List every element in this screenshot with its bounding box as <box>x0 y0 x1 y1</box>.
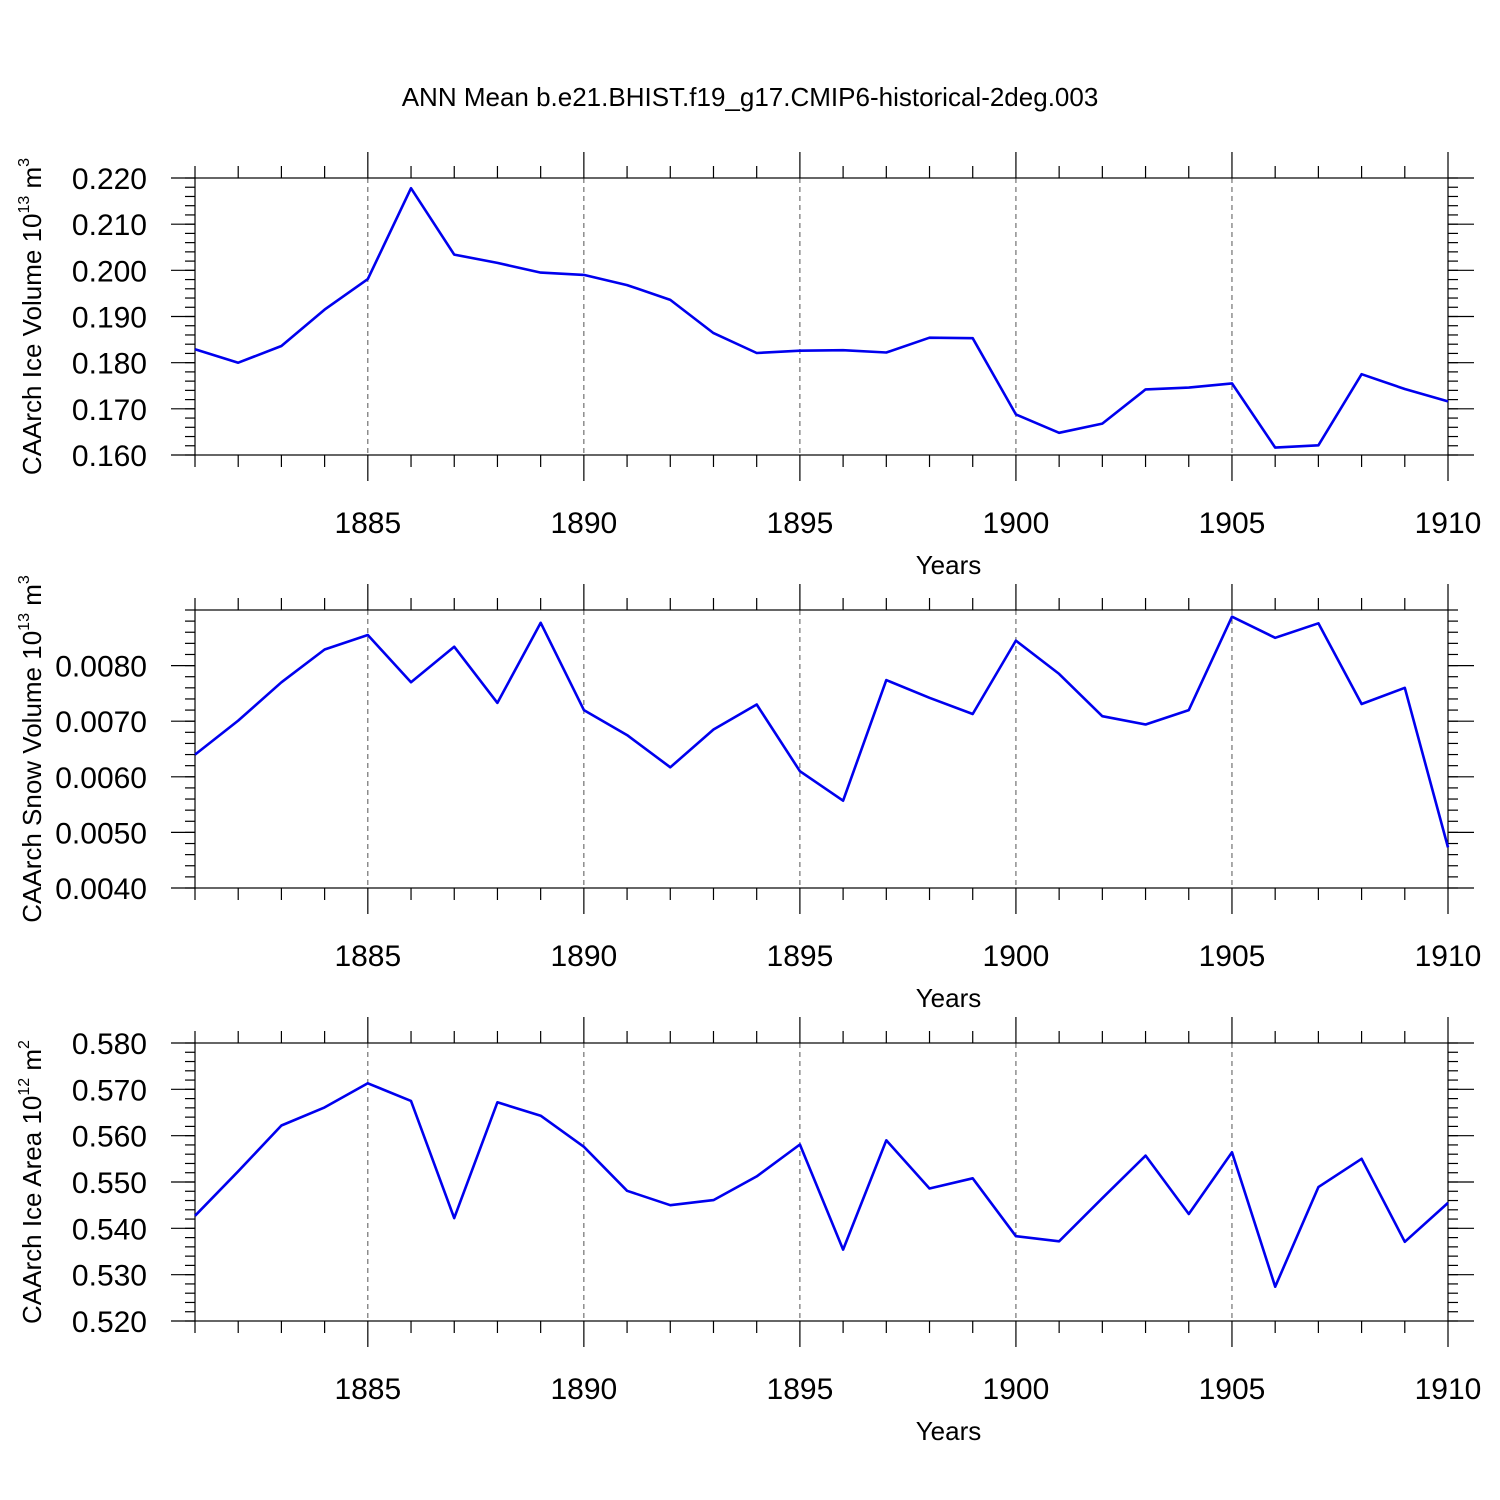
y-tick-label: 0.570 <box>72 1074 147 1107</box>
plot-frame <box>194 1042 1449 1322</box>
x-axis-label: Years <box>916 550 982 580</box>
x-tick-label: 1900 <box>983 940 1050 973</box>
x-tick-label: 1895 <box>767 1373 834 1406</box>
y-tick-label: 0.580 <box>72 1028 147 1061</box>
x-tick-label: 1900 <box>983 1373 1050 1406</box>
y-tick-label: 0.560 <box>72 1121 147 1154</box>
x-tick-label: 1890 <box>550 1373 617 1406</box>
y-tick-label: 0.550 <box>72 1167 147 1200</box>
series-line <box>194 615 1450 848</box>
y-tick-label: 0.0050 <box>55 817 147 850</box>
y-tick-label: 0.530 <box>72 1260 147 1293</box>
y-axis-label: CAArch Snow Volume 1013 m3 <box>16 575 47 923</box>
plot-frame <box>194 609 1449 889</box>
y-tick-label: 0.0080 <box>55 651 147 684</box>
y-tick-label: 0.210 <box>72 209 147 242</box>
y-axis-label: CAArch Ice Volume 1013 m3 <box>16 158 47 475</box>
x-tick-label: 1910 <box>1415 1373 1482 1406</box>
series-line <box>194 186 1449 449</box>
series-line <box>194 1082 1449 1288</box>
y-tick-label: 0.180 <box>72 348 147 381</box>
chart-panel-2: 0.0040 0.0050 0.0060 0.0070 0.0080 1885 1890 18… <box>16 575 1481 1013</box>
y-axis-label: CAArch Ice Area 1012 m2 <box>16 1040 47 1324</box>
y-tick-label: 0.520 <box>72 1306 147 1339</box>
y-tick-label: 0.540 <box>72 1213 147 1246</box>
y-tick-label: 0.190 <box>72 302 147 335</box>
panels: 0.160 0.170 0.180 0.190 0.200 0.210 0.220 1885 1… <box>16 152 1481 1446</box>
chart-title: ANN Mean b.e21.BHIST.f19_g17.CMIP6-histo… <box>402 82 1099 112</box>
x-tick-label: 1890 <box>550 940 617 973</box>
x-axis-label: Years <box>916 1416 982 1446</box>
y-tick-label: 0.160 <box>72 440 147 473</box>
chart-panel-1: 0.160 0.170 0.180 0.190 0.200 0.210 0.220 1885 1… <box>16 152 1481 580</box>
x-tick-label: 1895 <box>767 507 834 540</box>
y-tick-label: 0.0070 <box>55 706 147 739</box>
x-tick-label: 1895 <box>767 940 834 973</box>
y-tick-label: 0.0040 <box>55 873 147 906</box>
x-tick-label: 1885 <box>334 1373 401 1406</box>
x-tick-label: 1890 <box>550 507 617 540</box>
plot-frame <box>194 177 1449 456</box>
x-tick-label: 1905 <box>1199 1373 1266 1406</box>
x-tick-label: 1905 <box>1199 507 1266 540</box>
y-tick-label: 0.220 <box>72 163 147 196</box>
y-tick-label: 0.170 <box>72 394 147 427</box>
y-tick-label: 0.200 <box>72 255 147 288</box>
x-tick-label: 1905 <box>1199 940 1266 973</box>
x-tick-label: 1900 <box>983 507 1050 540</box>
x-tick-label: 1885 <box>334 940 401 973</box>
chart-panel-3: 0.520 0.530 0.540 0.550 0.560 0.570 0.580 1885 1… <box>16 1017 1481 1446</box>
x-tick-label: 1910 <box>1415 507 1482 540</box>
x-tick-label: 1910 <box>1415 940 1482 973</box>
x-axis-label: Years <box>916 983 982 1013</box>
y-tick-label: 0.0060 <box>55 762 147 795</box>
x-tick-label: 1885 <box>334 507 401 540</box>
